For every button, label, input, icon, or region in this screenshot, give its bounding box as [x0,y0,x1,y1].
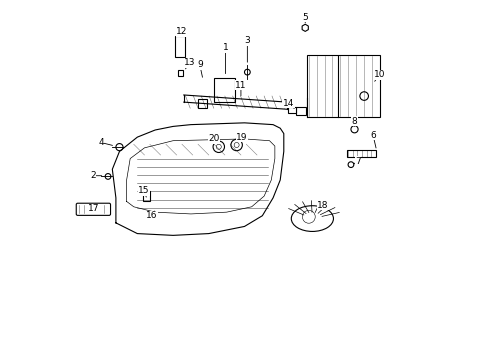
Circle shape [213,141,224,153]
Text: 15: 15 [138,186,149,195]
Text: 1: 1 [222,43,228,52]
Text: 14: 14 [282,99,293,108]
Text: 9: 9 [197,60,203,69]
Text: 2: 2 [90,171,95,180]
Text: 7: 7 [354,157,360,166]
Polygon shape [302,24,308,31]
Circle shape [350,126,357,133]
Text: 3: 3 [244,36,250,45]
Circle shape [359,92,367,100]
Circle shape [234,143,239,148]
Ellipse shape [291,206,333,231]
Circle shape [116,144,123,151]
Text: 20: 20 [208,134,220,143]
Circle shape [151,212,157,217]
Text: 5: 5 [302,13,307,22]
FancyBboxPatch shape [76,203,110,215]
Text: 18: 18 [317,201,328,210]
Circle shape [302,210,315,223]
Text: 19: 19 [236,132,247,141]
Text: 12: 12 [176,27,187,36]
Text: 16: 16 [145,211,157,220]
Bar [346,150,375,157]
Circle shape [230,139,242,151]
Bar [143,192,150,201]
Circle shape [216,144,221,149]
Bar [177,70,183,76]
Bar [288,108,296,113]
Text: 13: 13 [184,58,196,67]
Bar [296,107,305,115]
Circle shape [105,174,111,179]
Bar [214,78,235,102]
Text: 4: 4 [98,138,103,147]
Text: 17: 17 [88,204,99,213]
Bar [198,99,206,108]
Text: 10: 10 [373,70,385,79]
Text: 8: 8 [351,117,357,126]
Bar [175,36,184,57]
Text: 6: 6 [369,131,375,140]
Bar [306,55,380,117]
Circle shape [244,69,250,75]
Circle shape [347,162,353,167]
Text: 11: 11 [235,81,246,90]
